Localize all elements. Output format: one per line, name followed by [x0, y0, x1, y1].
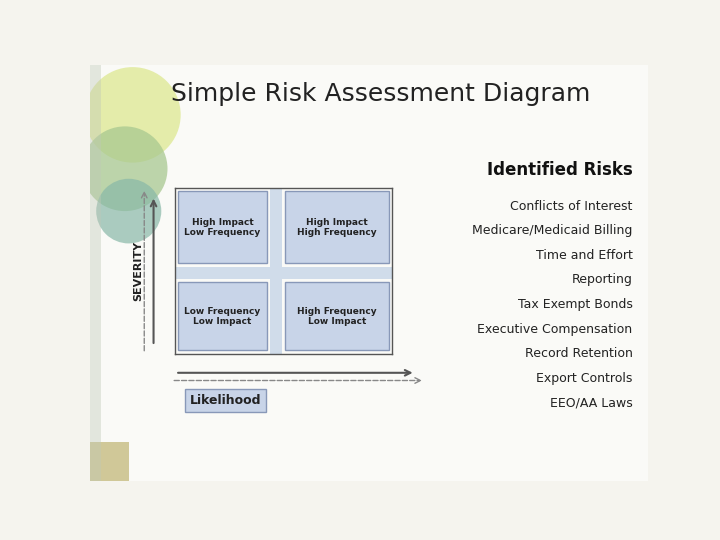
Circle shape: [84, 67, 181, 163]
Text: Export Controls: Export Controls: [536, 372, 632, 385]
Text: EEO/AA Laws: EEO/AA Laws: [550, 397, 632, 410]
Text: Medicare/Medicaid Billing: Medicare/Medicaid Billing: [472, 224, 632, 237]
Text: High Impact
High Frequency: High Impact High Frequency: [297, 218, 377, 237]
Text: Conflicts of Interest: Conflicts of Interest: [510, 200, 632, 213]
Text: Low Frequency
Low Impact: Low Frequency Low Impact: [184, 307, 261, 326]
Text: Likelihood: Likelihood: [190, 394, 261, 407]
Bar: [175, 267, 392, 279]
Text: Tax Exempt Bonds: Tax Exempt Bonds: [518, 298, 632, 311]
FancyBboxPatch shape: [179, 191, 266, 264]
Text: Identified Risks: Identified Risks: [487, 161, 632, 179]
Text: Simple Risk Assessment Diagram: Simple Risk Assessment Diagram: [171, 82, 590, 106]
Circle shape: [82, 126, 168, 211]
Text: Reporting: Reporting: [572, 273, 632, 286]
Text: Executive Compensation: Executive Compensation: [477, 323, 632, 336]
FancyBboxPatch shape: [179, 282, 266, 350]
Text: High Frequency
Low Impact: High Frequency Low Impact: [297, 307, 377, 326]
Text: SEVERITY: SEVERITY: [133, 241, 143, 301]
Bar: [90, 442, 129, 481]
Bar: [270, 188, 282, 354]
Text: Time and Effort: Time and Effort: [536, 249, 632, 262]
Circle shape: [96, 179, 161, 244]
Bar: [90, 65, 101, 481]
FancyBboxPatch shape: [285, 191, 389, 264]
Text: High Impact
Low Frequency: High Impact Low Frequency: [184, 218, 261, 237]
Text: Record Retention: Record Retention: [525, 347, 632, 360]
FancyBboxPatch shape: [285, 282, 389, 350]
